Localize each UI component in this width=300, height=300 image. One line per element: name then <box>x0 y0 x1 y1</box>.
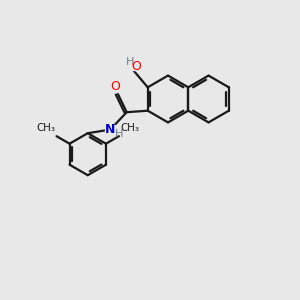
Text: O: O <box>110 80 120 94</box>
Text: H: H <box>125 57 134 68</box>
Bar <box>110 83 119 92</box>
Text: H: H <box>114 129 123 139</box>
Text: N: N <box>105 123 116 136</box>
Text: O: O <box>132 60 142 74</box>
Text: CH₃: CH₃ <box>36 123 55 133</box>
Text: CH₃: CH₃ <box>120 123 140 133</box>
Bar <box>127 61 142 70</box>
Bar <box>105 125 115 134</box>
